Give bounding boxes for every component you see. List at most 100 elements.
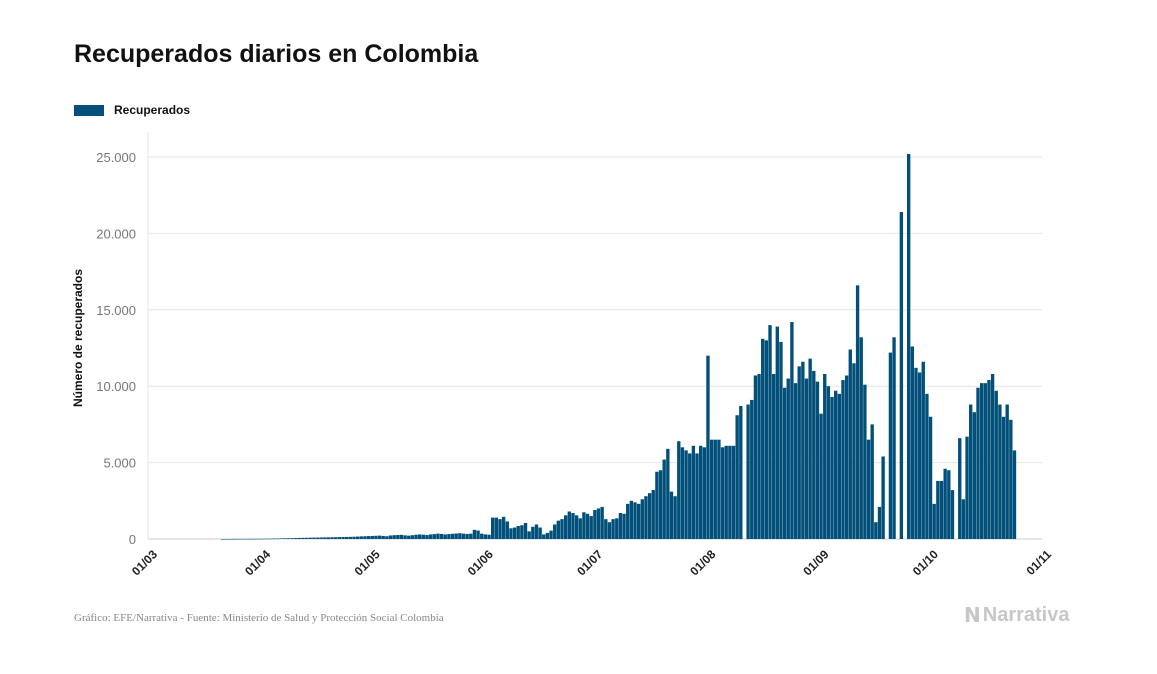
bar: [804, 378, 809, 539]
x-tick-label: 01/10: [910, 547, 941, 578]
bar: [969, 404, 973, 539]
bar: [848, 349, 852, 539]
bar: [578, 518, 582, 539]
bar: [819, 413, 823, 539]
bar: [494, 517, 499, 539]
bar: [677, 441, 681, 539]
bar: [461, 533, 466, 539]
bar: [636, 503, 641, 539]
bar: [914, 367, 918, 539]
bar: [823, 373, 827, 539]
x-tick-label: 01/05: [352, 547, 383, 578]
chart-title: Recuperados diarios en Colombia: [74, 40, 479, 68]
y-tick-label: 5.000: [103, 456, 136, 471]
bar: [345, 536, 349, 539]
bar: [998, 404, 1002, 539]
bar: [611, 519, 615, 539]
y-tick-label: 20.000: [96, 226, 136, 241]
bar: [509, 528, 513, 539]
bar: [888, 352, 893, 539]
bar: [363, 536, 367, 539]
bar: [717, 439, 721, 539]
bar: [341, 537, 345, 539]
bar: [418, 534, 422, 539]
bar: [925, 393, 929, 539]
bar: [527, 531, 531, 539]
bar: [352, 536, 356, 539]
bar: [724, 445, 728, 539]
x-tick-label: 01/11: [1023, 547, 1054, 578]
bar: [334, 537, 338, 539]
y-tick-label: 25.000: [96, 150, 136, 165]
bar: [293, 538, 298, 539]
bar: [567, 511, 571, 539]
bar: [454, 533, 458, 539]
bar: [560, 519, 564, 539]
bar: [323, 537, 327, 539]
bar: [815, 381, 820, 539]
bar: [366, 536, 371, 539]
bar: [231, 538, 236, 540]
bar: [786, 378, 790, 539]
bar: [841, 380, 845, 539]
bar: [582, 512, 586, 539]
bar: [534, 524, 539, 539]
bar: [436, 533, 440, 539]
bar: [505, 521, 509, 539]
x-tick-labels: 01/03 01/04 01/05 01/06 01/07 01/08 01/09 01/10…: [129, 547, 1054, 578]
bar: [720, 447, 725, 539]
bar: [410, 535, 415, 539]
bar: [374, 535, 378, 539]
bar: [268, 538, 272, 540]
bar: [976, 387, 980, 539]
bar: [549, 530, 553, 539]
bar: [542, 534, 546, 539]
source-credit: Gráfico: EFE/Narrativa - Fuente: Ministe…: [74, 612, 444, 624]
bar: [491, 517, 495, 539]
bar: [1009, 419, 1013, 539]
bar: [874, 522, 878, 539]
bar: [699, 445, 703, 539]
bar: [443, 534, 447, 539]
bar: [782, 387, 787, 539]
bar: [746, 404, 750, 539]
legend-label: Recuperados: [114, 103, 191, 117]
bar: [574, 515, 579, 539]
bar: [326, 537, 331, 539]
bar: [337, 537, 342, 539]
bar: [253, 538, 258, 540]
bar: [921, 361, 925, 539]
bar: [950, 490, 955, 539]
bar: [801, 361, 805, 539]
bar: [377, 535, 382, 539]
bar: [439, 533, 444, 539]
bar: [972, 412, 977, 539]
bar: [958, 438, 962, 539]
bar: [987, 380, 991, 539]
bar: [863, 384, 867, 539]
x-tick-label: 01/07: [574, 547, 605, 578]
bar: [910, 346, 914, 539]
bar: [709, 439, 714, 539]
bar: [297, 537, 301, 539]
bar: [392, 535, 396, 539]
bar: [1012, 450, 1017, 539]
bar: [906, 153, 911, 539]
bar: [761, 338, 765, 539]
bar: [425, 535, 429, 539]
bar: [830, 396, 834, 539]
legend-swatch: [74, 104, 104, 116]
bar: [633, 502, 637, 539]
bar: [735, 415, 739, 539]
bar: [538, 527, 542, 539]
bar: [257, 538, 261, 540]
bar: [793, 383, 798, 539]
bar: [983, 383, 987, 539]
bar: [655, 471, 659, 539]
bar: [713, 439, 717, 539]
bar: [355, 536, 360, 539]
bar: [220, 538, 225, 540]
bar: [421, 534, 426, 539]
bar: [501, 516, 506, 539]
